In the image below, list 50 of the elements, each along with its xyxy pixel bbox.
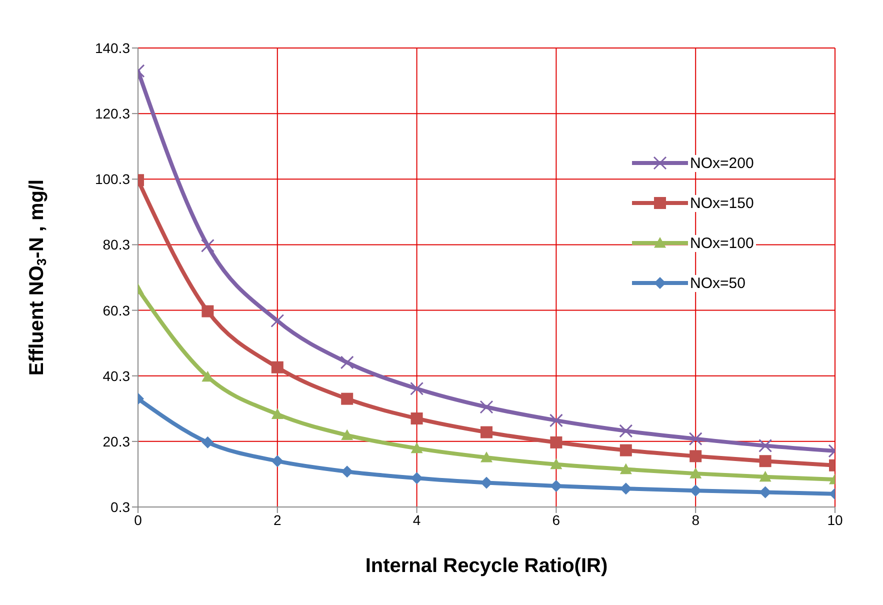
point [410,412,423,424]
point [480,476,492,489]
point [759,455,772,468]
legend-label: NOx=50 [688,274,748,292]
x-tick-label: 10 [827,512,843,528]
point [341,429,354,440]
x-tick-label: 2 [274,512,282,528]
legend-label: NOx=150 [688,194,756,212]
point [340,356,354,370]
x-tick-label: 4 [412,512,421,528]
x-axis-title: Internal Recycle Ratio(IR) [365,555,608,577]
y-tick-label: 20.3 [102,433,130,450]
point [550,436,562,448]
point [271,361,284,374]
y-tick-label: 80.3 [102,236,130,253]
point [620,444,632,456]
point [200,238,214,252]
y-tick-label: 40.3 [102,368,130,384]
point [480,426,492,438]
y-tick-label: 0.3 [110,498,130,515]
x-tick-label: 8 [692,512,700,528]
point [271,408,284,420]
x-tick-label: 6 [552,512,560,528]
point [202,436,214,448]
y-tick-label: 60.3 [102,302,130,318]
y-tick-label: 120.3 [94,106,130,122]
y-tick-label: 100.3 [94,171,130,188]
point [341,392,354,405]
point [690,468,702,478]
legend-label: NOx=100 [688,234,756,252]
point [271,455,284,468]
point [270,314,284,328]
point [410,472,423,484]
point [410,382,424,396]
point [480,400,494,414]
legend-label: NOx=200 [688,154,756,172]
point [410,442,423,454]
point [202,305,214,318]
x-tick-label: 0 [134,512,142,528]
y-tick-label: 140.3 [94,40,130,56]
point [620,463,632,474]
point [341,466,354,478]
point [619,424,633,438]
point [690,450,702,462]
point [480,451,492,462]
point [758,438,772,452]
point [549,414,563,428]
point [688,432,702,446]
point [759,470,772,482]
point [550,458,562,470]
